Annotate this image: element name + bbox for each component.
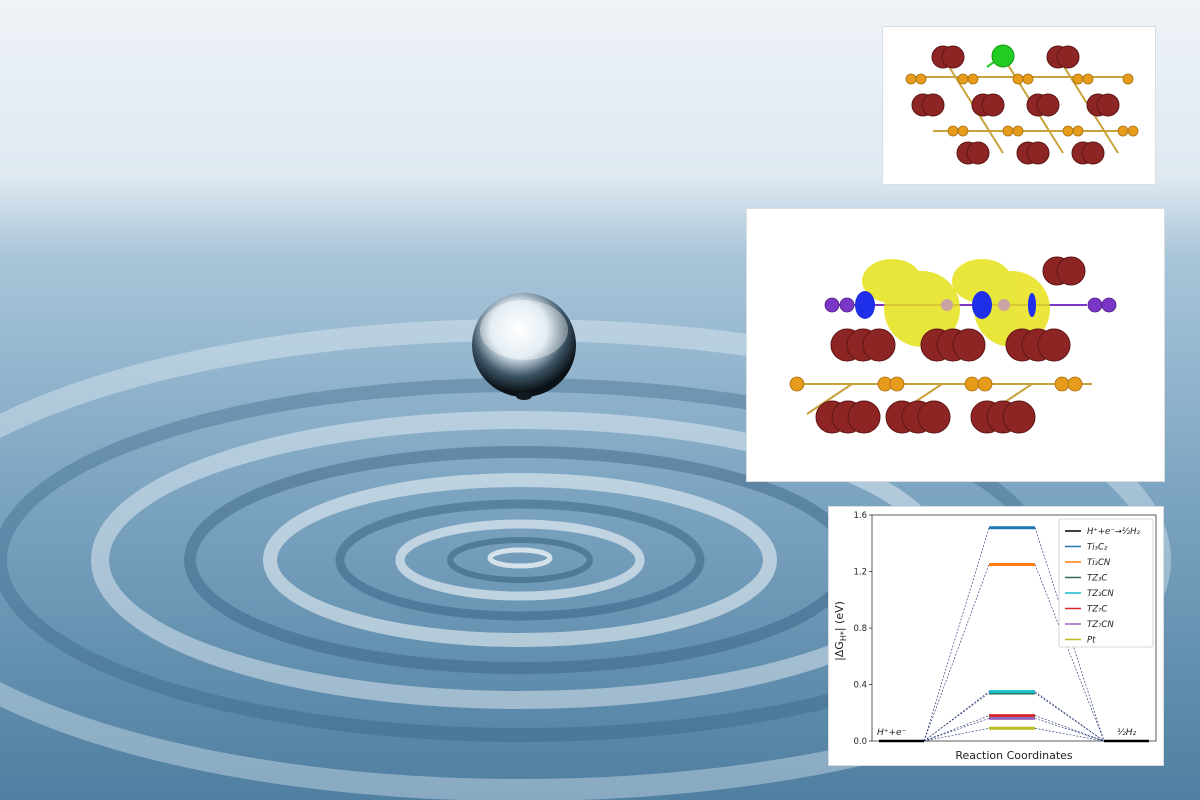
y-tick-label: 1.6 <box>853 511 867 521</box>
connector-line <box>1034 718 1105 742</box>
connector-line <box>923 727 990 742</box>
legend-entry: Pt <box>1087 636 1096 646</box>
water-drop-icon <box>472 293 576 400</box>
connector-line <box>923 691 990 742</box>
connector-line <box>1034 564 1105 742</box>
connector-line <box>1034 715 1105 742</box>
free-energy-chart: 0.0 0.4 0.8 1.2 1.6 H⁺+e⁻ ½H₂ Reaction Coord… <box>829 507 1163 765</box>
connector-line <box>923 527 990 742</box>
y-tick-label: 0.4 <box>853 681 867 691</box>
y-axis-label: |ΔGH*| (eV) <box>833 601 848 661</box>
legend-entry: Ti₃C₂ <box>1087 543 1108 553</box>
y-tick-label: 0.8 <box>853 624 867 634</box>
connector-line <box>923 692 990 742</box>
connector-line <box>1034 727 1105 742</box>
structure-panel-middle <box>747 209 1164 481</box>
chart-legend: H⁺+e⁻→½H₂ Ti₃C₂ Ti₃CN TZ₃C TZ₃CN TZ₇C TZ₇CN Pt <box>1058 518 1154 648</box>
y-tick-label: 0.0 <box>853 737 867 747</box>
legend-entry: Ti₃CN <box>1087 558 1111 568</box>
crystal-structure-top <box>905 44 1139 165</box>
chart-svg: 0.0 0.4 0.8 1.2 1.6 H⁺+e⁻ ½H₂ Reaction Coord… <box>833 511 1157 762</box>
connector-line <box>923 564 990 742</box>
legend-entry: TZ₃CN <box>1087 589 1114 599</box>
structure-panel-top <box>883 27 1155 184</box>
connector-line <box>923 715 990 742</box>
x-axis-label: Reaction Coordinates <box>955 749 1073 762</box>
legend-entry: H⁺+e⁻→½H₂ <box>1087 527 1140 537</box>
legend-entry: TZ₃C <box>1087 574 1107 584</box>
hydrogen-atom-icon <box>991 44 1015 68</box>
y-tick-label: 1.2 <box>853 568 867 578</box>
connector-line <box>1034 692 1105 742</box>
legend-entry: TZ₇CN <box>1087 620 1114 630</box>
connector-line <box>923 718 990 742</box>
state-label-left: H⁺+e⁻ <box>877 728 907 738</box>
connector-line <box>1034 691 1105 742</box>
charge-density-structure <box>789 256 1117 434</box>
state-label-right: ½H₂ <box>1117 728 1136 738</box>
legend-entry: TZ₇C <box>1087 605 1107 615</box>
